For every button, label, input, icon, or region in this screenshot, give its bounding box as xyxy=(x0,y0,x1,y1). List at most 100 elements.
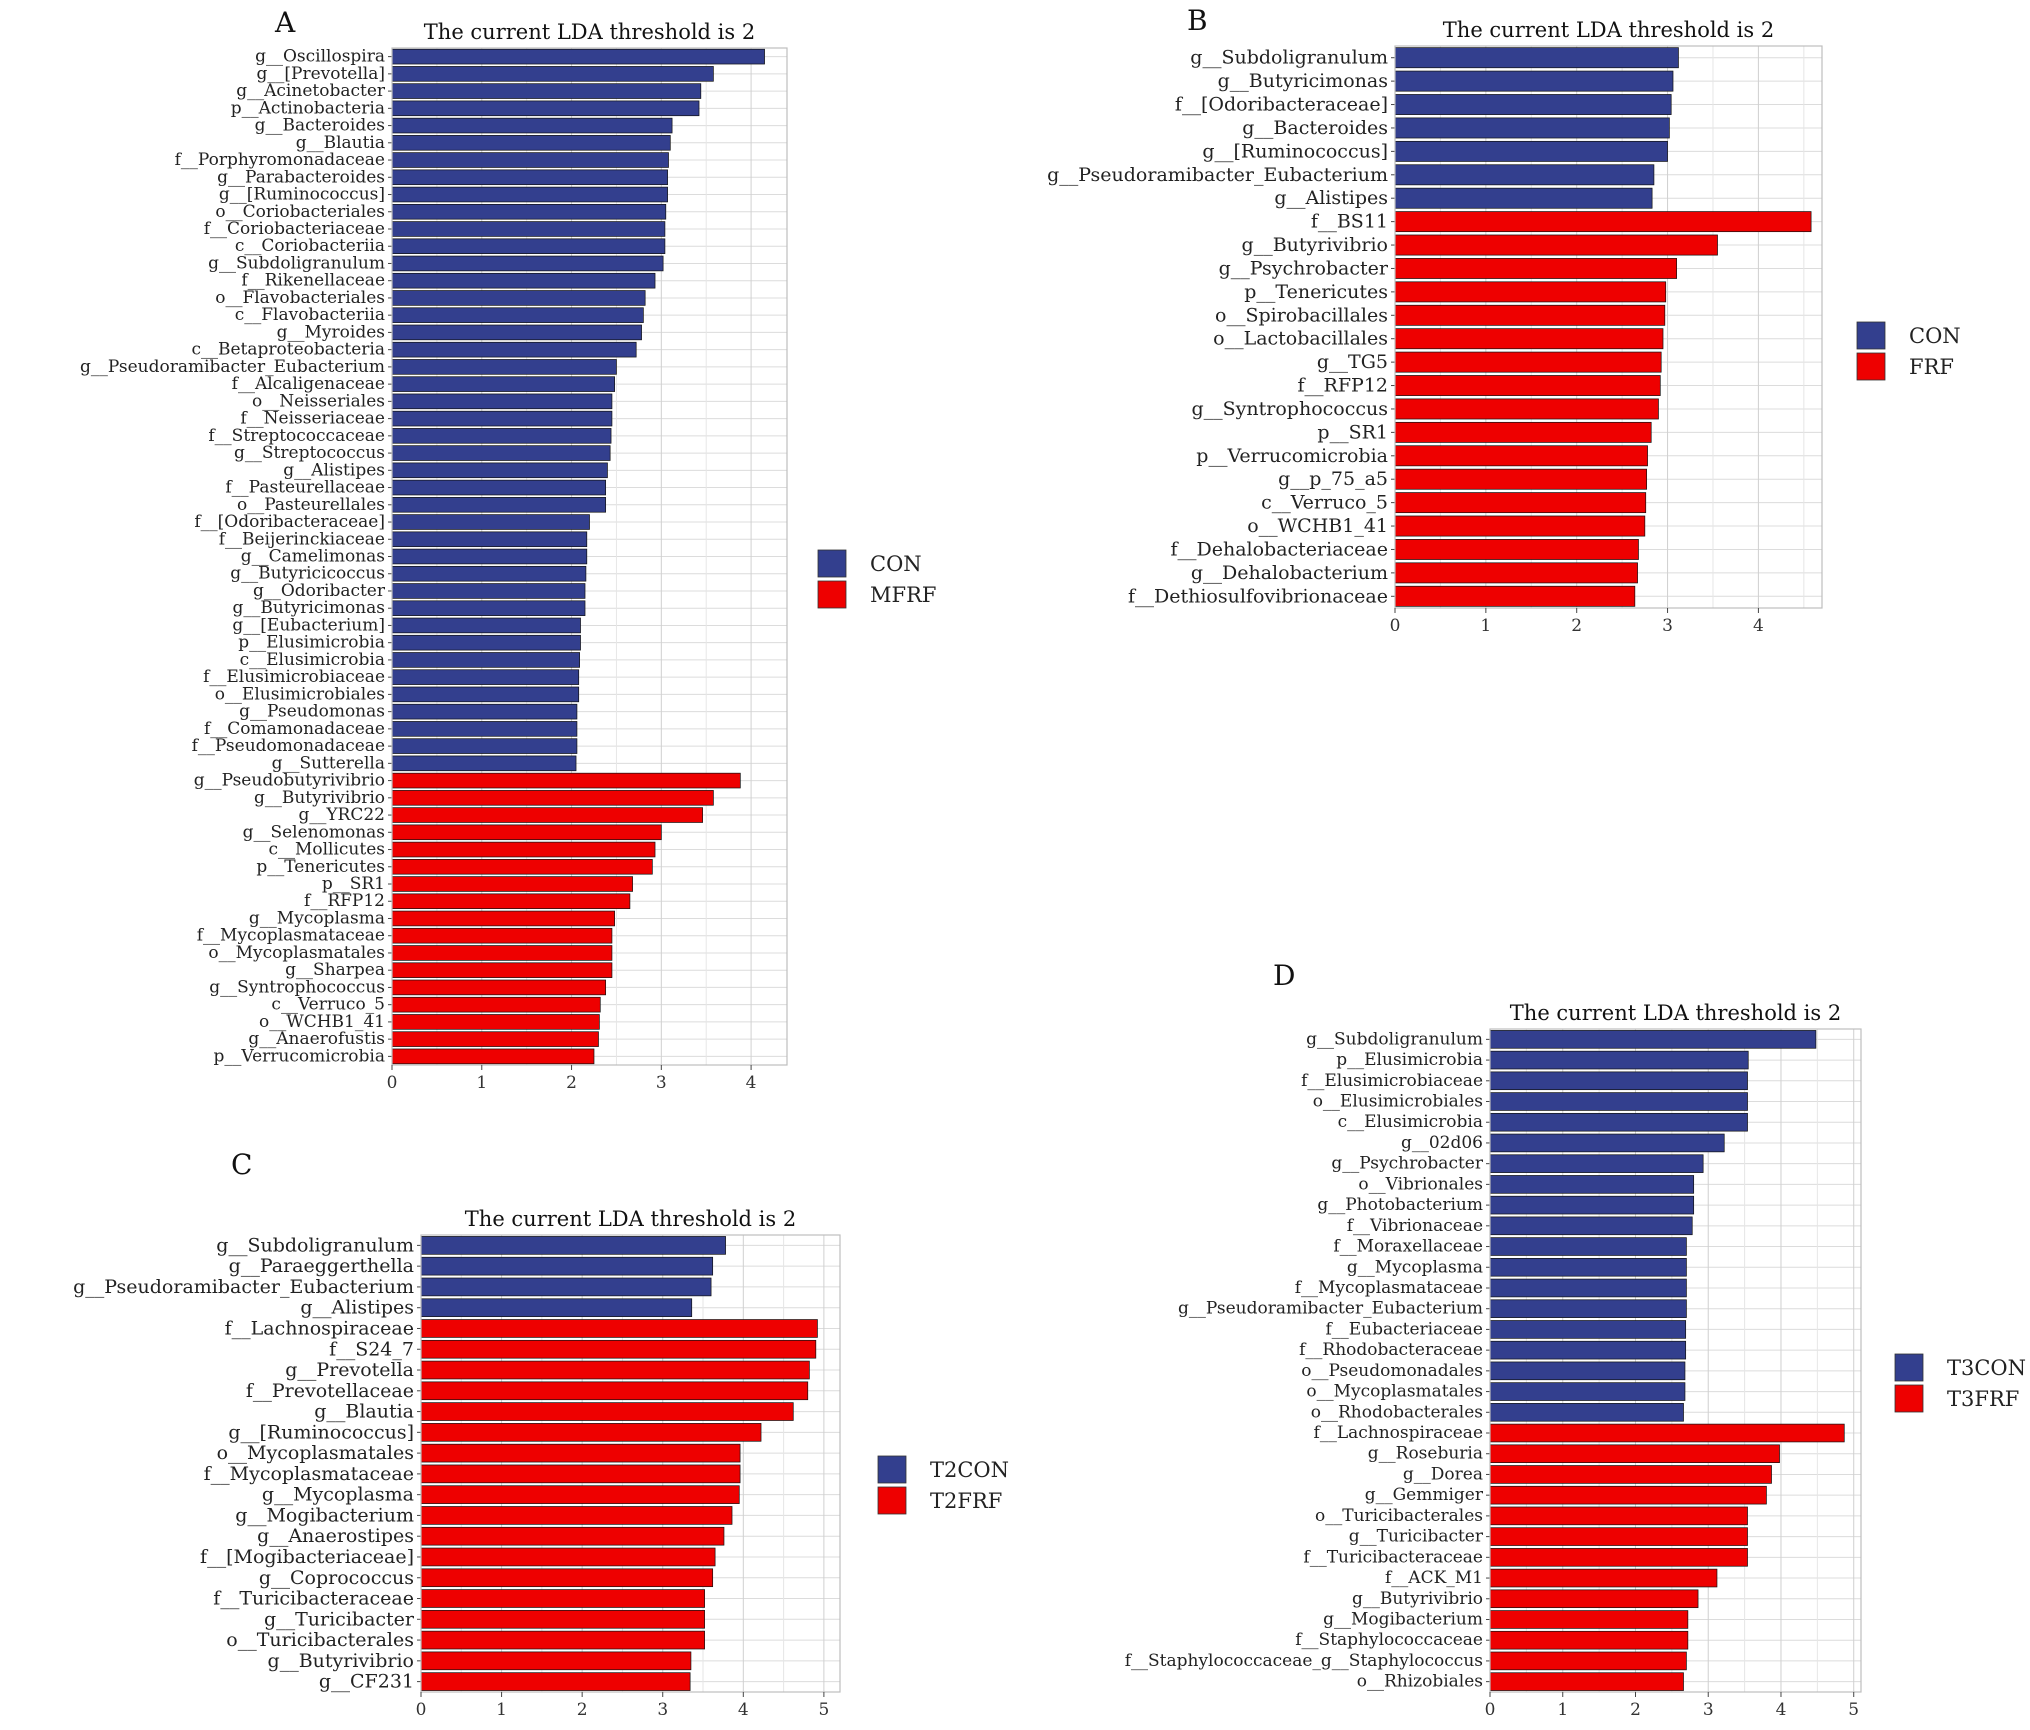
x-tick-label: 0 xyxy=(1390,616,1401,636)
bar-f-odoribacteraceae- xyxy=(391,514,590,530)
bar-o-turicibacterales xyxy=(420,1630,705,1650)
bar-f-lachnospiraceae xyxy=(1489,1423,1845,1443)
plot-border xyxy=(420,1234,841,1693)
bar-f-alcaligenaceae xyxy=(391,376,615,392)
x-tick-label: 3 xyxy=(657,1700,668,1720)
legend-label-frf: FRF xyxy=(1909,355,1954,379)
bar-g-roseburia xyxy=(1489,1444,1780,1463)
plot-border xyxy=(391,47,788,1066)
bar-c-elusimicrobia xyxy=(391,652,580,668)
panel-c: C The current LDA threshold is 2 g__Subdol… xyxy=(73,1148,1009,1720)
bar-g-prevotella xyxy=(420,1360,810,1380)
legend-label-t3frf: T3FRF xyxy=(1947,1387,2019,1411)
bar-g-pseudoramibacter-eubacterium xyxy=(1489,1299,1687,1318)
bar-f-elusimicrobiaceae xyxy=(1489,1071,1748,1091)
bar-f-staphylococcaceae-g-staphylococcus xyxy=(1489,1651,1687,1671)
bar-c-flavobacteriia xyxy=(391,307,644,323)
category-label: g__Bacteroides xyxy=(255,116,385,136)
bar-g-blautia xyxy=(420,1402,794,1421)
bar-o-rhizobiales xyxy=(1489,1672,1684,1691)
bar-g-mycoplasma xyxy=(1489,1258,1687,1277)
bar-g-alistipes xyxy=(1394,187,1653,209)
category-label: g__Odoribacter xyxy=(253,581,386,601)
bar-g-alistipes xyxy=(391,462,608,479)
bar-g-subdoligranulum xyxy=(391,255,664,272)
category-label: g__Mycoplasma xyxy=(249,908,385,928)
category-label: f__[Odoribacteraceae] xyxy=(194,512,385,532)
bar-g-tg5 xyxy=(1394,351,1662,373)
chart-title: The current LDA threshold is 2 xyxy=(424,20,755,44)
x-tick-label: 1 xyxy=(476,1073,487,1093)
bar-g-acinetobacter xyxy=(391,83,702,99)
category-label: f__Lachnospiraceae xyxy=(225,1317,414,1339)
bar-g-blautia xyxy=(391,135,671,151)
category-label: f__Eubacteriaceae xyxy=(1325,1319,1483,1339)
category-label: p__SR1 xyxy=(322,874,385,894)
bar-g-butyricimonas xyxy=(391,600,586,616)
category-label: g__Mogibacterium xyxy=(1323,1609,1483,1629)
legend-label-con: CON xyxy=(1909,324,1961,348)
category-label: g__Butyricimonas xyxy=(233,598,385,618)
category-label: g__Butyrivibrio xyxy=(254,788,385,808)
legend-label-t3con: T3CON xyxy=(1947,1356,2026,1380)
bar-f-moraxellaceae xyxy=(1489,1237,1687,1256)
plot-border xyxy=(1394,45,1823,609)
bar-g-photobacterium xyxy=(1489,1195,1695,1215)
category-label: g__Syntrophococcus xyxy=(209,977,385,997)
legend-swatch-con xyxy=(1856,321,1886,350)
category-label: g__Subdoligranulum xyxy=(208,253,385,273)
bar-p-actinobacteria xyxy=(391,100,700,117)
bar-g-gemmiger xyxy=(1489,1485,1767,1505)
bar-f-ack-m1 xyxy=(1489,1568,1718,1588)
bar-g-pseudoramibacter-eubacterium xyxy=(420,1277,712,1297)
bar-g-dorea xyxy=(1489,1465,1772,1484)
category-label: g__Turicibacter xyxy=(1349,1527,1484,1547)
bar-f-mogibacteriaceae- xyxy=(420,1547,716,1567)
category-label: g__Butyricicoccus xyxy=(230,564,385,584)
category-label: f__ACK_M1 xyxy=(1385,1568,1483,1588)
category-label: g__Dorea xyxy=(1403,1464,1483,1484)
bar-g-prevotella- xyxy=(391,66,714,82)
bar-g-cf231 xyxy=(420,1672,691,1691)
bar-o-mycoplasmatales xyxy=(391,945,613,961)
category-label: o__Mycoplasmatales xyxy=(1306,1382,1483,1402)
bar-f-rfp12 xyxy=(391,893,631,910)
category-label: o__Turicibacterales xyxy=(1315,1506,1483,1526)
bar-g-yrc22 xyxy=(391,807,703,823)
bar-g-camelimonas xyxy=(391,548,588,565)
x-tick-label: 3 xyxy=(1703,1700,1714,1720)
bar-g-selenomonas xyxy=(391,824,662,841)
legend-swatch-con xyxy=(817,549,847,578)
legend-swatch-t3frf xyxy=(1894,1384,1924,1413)
category-label: g__Gemmiger xyxy=(1365,1485,1484,1505)
category-label: g__Dehalobacterium xyxy=(1191,562,1388,584)
category-label: p__SR1 xyxy=(1317,421,1388,443)
category-label: c__Flavobacteriia xyxy=(235,305,385,325)
category-label: g__Butyrivibrio xyxy=(1352,1589,1483,1609)
bar-p-sr1 xyxy=(1394,421,1652,443)
bar-g-butyricimonas xyxy=(1394,70,1674,92)
plot-border xyxy=(1489,1028,1862,1693)
bar-g-turicibacter xyxy=(420,1610,705,1629)
category-label: g__Anaerostipes xyxy=(257,1525,414,1547)
category-label: g__Alistipes xyxy=(1274,187,1388,209)
category-label: o__Neisseriales xyxy=(252,391,385,411)
bar-g-pseudoramibacter-eubacterium xyxy=(391,359,617,375)
category-label: o__Elusimicrobiales xyxy=(1313,1092,1483,1112)
category-label: f__Staphylococcaceae xyxy=(1295,1630,1483,1650)
chart-title: The current LDA threshold is 2 xyxy=(1443,18,1774,42)
category-label: g__[Ruminococcus] xyxy=(1202,140,1388,162)
legend-swatch-frf xyxy=(1856,352,1886,381)
category-label: g__Streptococcus xyxy=(234,443,385,463)
category-label: g__Sutterella xyxy=(272,753,385,773)
category-label: g__Acinetobacter xyxy=(236,81,386,101)
category-label: f__Lachnospiraceae xyxy=(1314,1423,1483,1443)
bar-o-rhodobacterales xyxy=(1489,1403,1684,1422)
category-label: o__Flavobacteriales xyxy=(215,288,385,308)
x-tick-label: 3 xyxy=(1662,616,1673,636)
legend-label-con: CON xyxy=(870,552,922,576)
category-label: f__Mycoplasmataceae xyxy=(197,926,385,946)
category-label: g__Pseudoramibacter_Eubacterium xyxy=(73,1276,414,1298)
bar-f-bs11 xyxy=(1394,211,1812,233)
category-label: o__Mycoplasmatales xyxy=(208,943,385,963)
